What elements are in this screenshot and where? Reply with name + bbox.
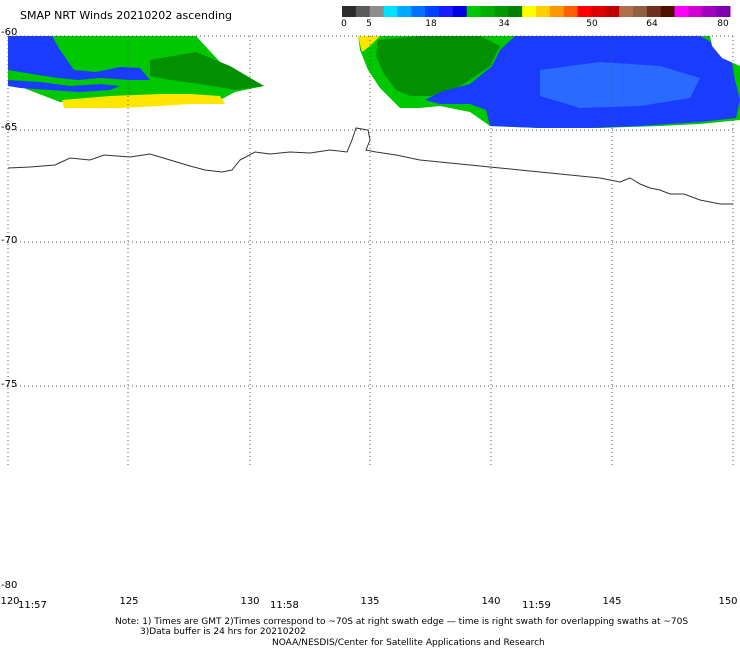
lon-label-130: 130 — [240, 596, 260, 607]
colorbar-tick-64: 64 — [646, 19, 658, 29]
wind-swaths — [8, 36, 740, 128]
colorbar-segment — [466, 6, 482, 17]
lat-label-70: -70 — [1, 235, 18, 246]
colorbar-tick-50: 50 — [586, 19, 598, 29]
colorbar-segment — [411, 6, 426, 17]
lon-label-120: 120 — [0, 596, 20, 607]
colorbar-tick-18: 18 — [425, 19, 437, 29]
colorbar-segment — [591, 6, 606, 17]
lon-label-140: 140 — [481, 596, 501, 607]
colorbar-segment — [452, 6, 468, 17]
colorbar-segment — [494, 6, 509, 17]
colorbar-segment — [646, 6, 662, 17]
colorbar-segment — [605, 6, 620, 17]
colorbar-segment — [397, 6, 412, 17]
note-line-2: 3)Data buffer is 24 hrs for 20210202 — [140, 627, 306, 637]
colorbar-segment — [522, 6, 537, 17]
lon-label-135: 135 — [360, 596, 380, 607]
swath-right-white-corner — [710, 36, 740, 66]
colorbar-segment — [383, 6, 398, 17]
note-line-1: Note: 1) Times are GMT 2)Times correspon… — [115, 617, 689, 627]
colorbar-segment — [660, 6, 676, 17]
colorbar-segment — [674, 6, 689, 17]
colorbar-tick-34: 34 — [498, 19, 510, 29]
swath-right-yellow — [358, 36, 380, 52]
colorbar-segment — [619, 6, 634, 17]
lon-label-150: 150 — [718, 596, 738, 607]
colorbar-segment — [369, 6, 385, 17]
colorbar-segment — [702, 6, 717, 17]
colorbar-segment — [425, 6, 440, 17]
colorbar-segment — [549, 6, 565, 17]
lat-label-60: -60 — [1, 27, 18, 38]
colorbar-tick-80: 80 — [717, 19, 729, 29]
time-label-1157: 11:57 — [18, 600, 47, 611]
lat-label-65: -65 — [1, 122, 18, 133]
swath-right-darkgreen — [376, 36, 500, 96]
colorbar — [342, 6, 731, 17]
antarctic-coastline — [7, 127, 733, 205]
colorbar-segment — [716, 6, 731, 17]
lon-label-145: 145 — [602, 596, 622, 607]
lon-label-125: 125 — [119, 596, 139, 607]
colorbar-tick-5: 5 — [366, 19, 372, 29]
swath-left-blue-lower — [8, 80, 120, 92]
time-label-1158: 11:58 — [270, 600, 299, 611]
colorbar-segment — [633, 6, 648, 17]
lat-label-75: -75 — [1, 379, 18, 390]
map-title: SMAP NRT Winds 20210202 ascending — [20, 9, 233, 22]
lat-label-80: -80 — [1, 580, 18, 591]
colorbar-segment — [508, 6, 523, 17]
time-label-1159: 11:59 — [522, 600, 551, 611]
colorbar-tick-0: 0 — [341, 19, 347, 29]
colorbar-segment — [688, 6, 703, 17]
swath-left-darkgreen — [150, 52, 264, 90]
colorbar-segment — [577, 6, 592, 17]
colorbar-segment — [563, 6, 579, 17]
colorbar-segment — [439, 6, 454, 17]
swath-right-lightblue — [540, 62, 700, 108]
credit-line: NOAA/NESDIS/Center for Satellite Applica… — [272, 638, 545, 648]
swath-left-blue-upper — [8, 36, 150, 80]
colorbar-segment — [536, 6, 551, 17]
colorbar-segment — [355, 6, 371, 17]
colorbar-segment — [480, 6, 495, 17]
colorbar-segment — [342, 6, 357, 17]
swath-left-yellow — [62, 94, 225, 108]
